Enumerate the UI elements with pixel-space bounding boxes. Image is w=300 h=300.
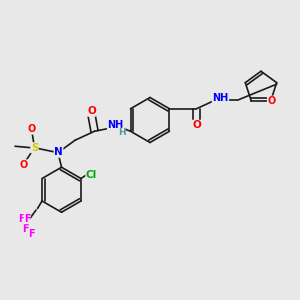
Text: NH: NH <box>107 120 124 130</box>
Text: F: F <box>18 214 24 224</box>
Text: F: F <box>24 214 30 224</box>
Text: NH: NH <box>212 93 229 103</box>
Text: O: O <box>192 120 201 130</box>
Text: F: F <box>22 224 29 235</box>
Text: Cl: Cl <box>86 170 97 181</box>
Text: H: H <box>118 128 125 137</box>
Text: O: O <box>87 106 96 116</box>
Text: O: O <box>28 124 36 134</box>
Text: N: N <box>54 147 63 157</box>
Text: O: O <box>20 160 28 170</box>
Text: O: O <box>268 96 276 106</box>
Text: S: S <box>31 143 38 153</box>
Text: F: F <box>28 229 35 239</box>
